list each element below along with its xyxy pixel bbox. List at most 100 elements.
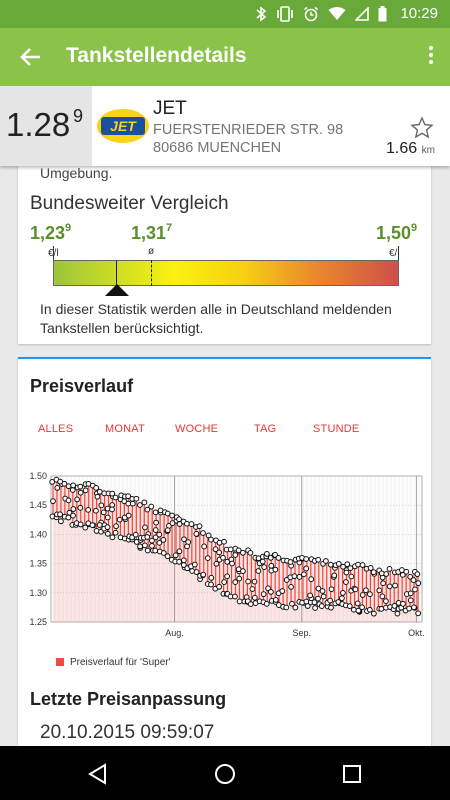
tab-woche[interactable]: WOCHE (175, 423, 219, 435)
price-point (109, 534, 116, 541)
price-point (176, 516, 182, 523)
unit-right: €/l (389, 248, 400, 259)
tab-stunde[interactable]: STUNDE (313, 423, 360, 435)
price-point (65, 483, 72, 490)
back-arrow-icon[interactable] (18, 44, 44, 70)
price-point (98, 502, 105, 509)
price-point (260, 591, 267, 598)
price-point (156, 539, 163, 546)
price-point (359, 604, 365, 611)
price-point (141, 499, 148, 506)
favorite-star-icon[interactable] (410, 116, 434, 140)
y-tick-label: 1.30 (29, 588, 47, 598)
price-point (380, 580, 387, 587)
price-point (268, 562, 275, 569)
price-point (77, 521, 84, 528)
price-point (92, 507, 99, 514)
price-point (414, 571, 421, 578)
price-point (410, 577, 417, 584)
price-point (320, 593, 327, 600)
alarm-icon (304, 6, 319, 21)
avg-price: 1,317 (131, 222, 173, 243)
price-point (112, 529, 119, 536)
app-bar: Tankstellendetails (0, 28, 450, 86)
price-point (288, 583, 294, 590)
price-point (315, 585, 322, 592)
price-point (224, 558, 231, 565)
overflow-menu-icon[interactable] (428, 46, 434, 68)
statistics-note: In dieser Statistik werden alle in Deuts… (40, 301, 392, 336)
tab-monat[interactable]: MONAT (105, 423, 145, 435)
price-point (367, 591, 373, 598)
price-point (70, 512, 76, 519)
price-point (350, 606, 357, 613)
last-update-datetime: 20.10.2015 09:59:07 (40, 722, 215, 743)
price-point (200, 571, 207, 578)
nav-home-icon[interactable] (213, 762, 237, 786)
tab-alles[interactable]: ALLES (38, 423, 74, 435)
price-point (261, 564, 268, 571)
price-point (392, 582, 398, 589)
price-point (386, 565, 393, 572)
price-point (303, 598, 310, 605)
price-point (66, 509, 73, 516)
price-point (339, 595, 345, 602)
nav-back-icon[interactable] (86, 762, 110, 786)
price-point (57, 511, 63, 518)
price-point (391, 603, 398, 609)
price-point (216, 583, 223, 590)
price-point (213, 560, 220, 567)
clock: 10:29 (400, 5, 438, 22)
price-point (300, 571, 307, 578)
price-main: 1.28 (6, 106, 71, 143)
current-price-marker (105, 284, 129, 296)
tab-tag[interactable]: TAG (254, 423, 277, 435)
price-point (160, 550, 167, 556)
price-point (116, 516, 123, 523)
price-point (335, 560, 342, 567)
price-point (169, 512, 175, 519)
price-point (240, 568, 246, 575)
navigation-bar (0, 746, 450, 800)
price-point (77, 489, 84, 496)
price-point (70, 506, 77, 512)
y-tick-label: 1.25 (29, 617, 47, 627)
price-point (50, 498, 56, 505)
price-point (142, 524, 148, 531)
price-point (346, 603, 353, 609)
price-point (406, 605, 413, 612)
price-point (144, 534, 151, 540)
price-point (220, 554, 226, 561)
price-point (144, 506, 151, 513)
price-point (255, 568, 262, 574)
price-point (289, 600, 295, 607)
price-point (93, 484, 100, 491)
time-range-tabs: ALLES MONAT WOCHE TAG STUNDE (18, 423, 431, 441)
price-point (49, 479, 56, 485)
price-point (407, 573, 414, 580)
price-point (129, 500, 136, 507)
price-point (379, 593, 386, 600)
price-point (371, 610, 377, 617)
nav-recents-icon[interactable] (340, 762, 364, 786)
price-point (148, 503, 155, 510)
price-point (307, 592, 314, 599)
price-point (200, 530, 206, 536)
price-point (104, 530, 111, 537)
battery-icon (378, 5, 387, 21)
price-point (312, 605, 318, 611)
price-point (367, 565, 374, 571)
price-point (156, 531, 163, 538)
min-price: 1,239 (30, 222, 72, 243)
price-point (58, 518, 64, 525)
price-point (208, 574, 215, 581)
price-point (279, 588, 286, 594)
price-point (236, 598, 243, 605)
price-point (378, 605, 385, 612)
price-history-chart[interactable]: 1.50 1.45 1.40 1.35 1.30 1.25 Aug. Sep. Okt. (18, 467, 431, 647)
x-tick-label: Aug. (165, 628, 184, 638)
y-tick-label: 1.50 (29, 471, 47, 481)
price-point (152, 534, 159, 541)
price-point (232, 552, 239, 558)
price-point (204, 555, 211, 561)
